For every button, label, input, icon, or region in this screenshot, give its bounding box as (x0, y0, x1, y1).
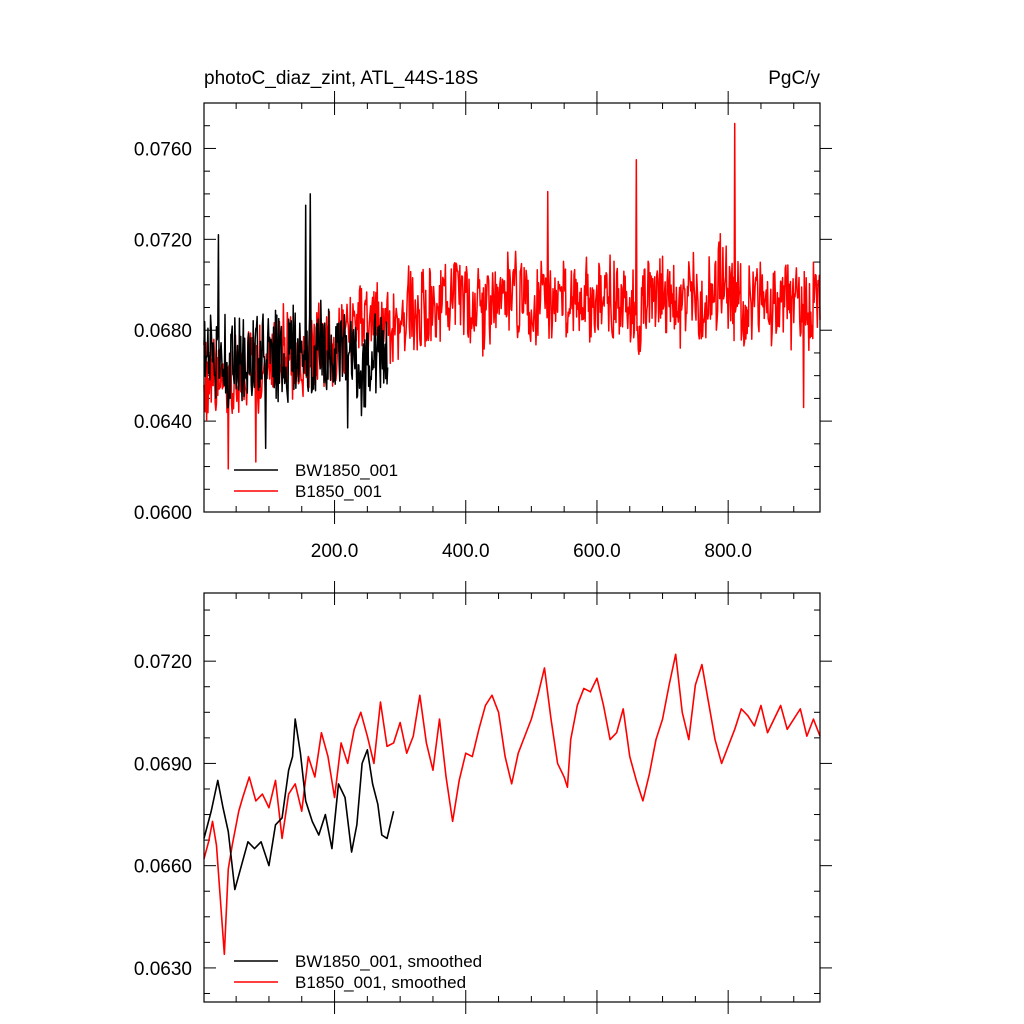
bottom-axis-ticks (204, 581, 832, 1014)
bottom-y-tick-label: 0.0630 (134, 959, 192, 980)
top-series-lines (203, 122, 821, 470)
bottom-series-lines (203, 653, 821, 956)
top-x-tick-label: 400.0 (442, 541, 490, 562)
top-y-tick-label: 0.0720 (134, 230, 192, 251)
top-panel-title: photoC_diaz_zint, ATL_44S-18S (204, 68, 478, 89)
top-x-tick-label: 200.0 (311, 541, 359, 562)
top-legend-label-bw1850: BW1850_001 (295, 461, 398, 480)
top-y-tick-label: 0.0760 (134, 139, 192, 160)
bottom-y-tick-label: 0.0720 (134, 652, 192, 673)
top-x-tick-label: 800.0 (704, 541, 752, 562)
bottom-panel: 0.0630 0.0660 0.0690 0.0720 BW1850_001, smo… (134, 581, 832, 1014)
top-y-tick-label: 0.0600 (134, 503, 192, 524)
top-series-line-bw1850-001 (203, 193, 389, 450)
bottom-y-tick-label: 0.0660 (134, 857, 192, 878)
top-panel-units: PgC/y (768, 68, 820, 89)
top-legend: BW1850_001 B1850_001 (234, 461, 398, 501)
top-series-line-b1850-001 (203, 122, 821, 470)
bottom-series-line-b1850-001-smoothed (203, 653, 821, 956)
bottom-y-tick-labels: 0.0630 0.0660 0.0690 0.0720 (134, 652, 192, 980)
top-x-tick-labels: 200.0 400.0 600.0 800.0 (311, 541, 752, 562)
top-panel: photoC_diaz_zint, ATL_44S-18S PgC/y 0.06… (134, 68, 832, 562)
top-plot-frame (203, 102, 821, 513)
bottom-legend: BW1850_001, smoothed B1850_001, smoothed (234, 952, 482, 992)
bottom-y-tick-label: 0.0690 (134, 754, 192, 775)
top-legend-label-b1850: B1850_001 (295, 482, 382, 501)
bottom-series-line-bw1850-001-smoothed (203, 718, 395, 891)
bottom-plot-frame (203, 592, 821, 1003)
bottom-legend-label-b1850: B1850_001, smoothed (295, 973, 466, 992)
top-axis-ticks (204, 91, 832, 524)
top-y-tick-label: 0.0680 (134, 321, 192, 342)
top-x-tick-label: 600.0 (573, 541, 621, 562)
top-y-tick-labels: 0.0600 0.0640 0.0680 0.0720 0.0760 (134, 139, 192, 524)
bottom-legend-label-bw1850: BW1850_001, smoothed (295, 952, 482, 971)
top-y-tick-label: 0.0640 (134, 412, 192, 433)
